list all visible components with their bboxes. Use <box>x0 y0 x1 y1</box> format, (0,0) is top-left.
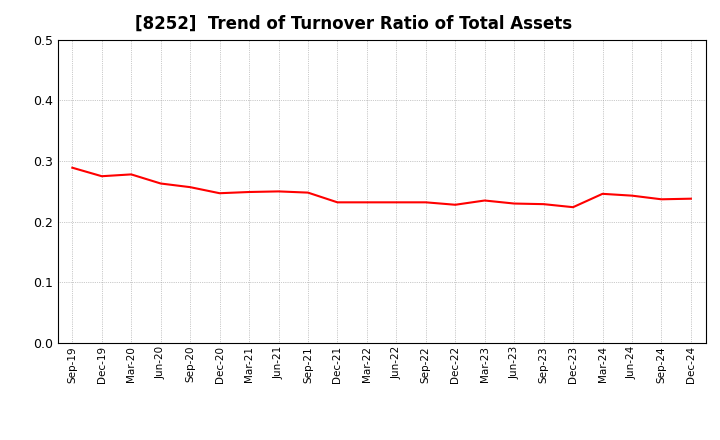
Text: [8252]  Trend of Turnover Ratio of Total Assets: [8252] Trend of Turnover Ratio of Total … <box>135 15 572 33</box>
